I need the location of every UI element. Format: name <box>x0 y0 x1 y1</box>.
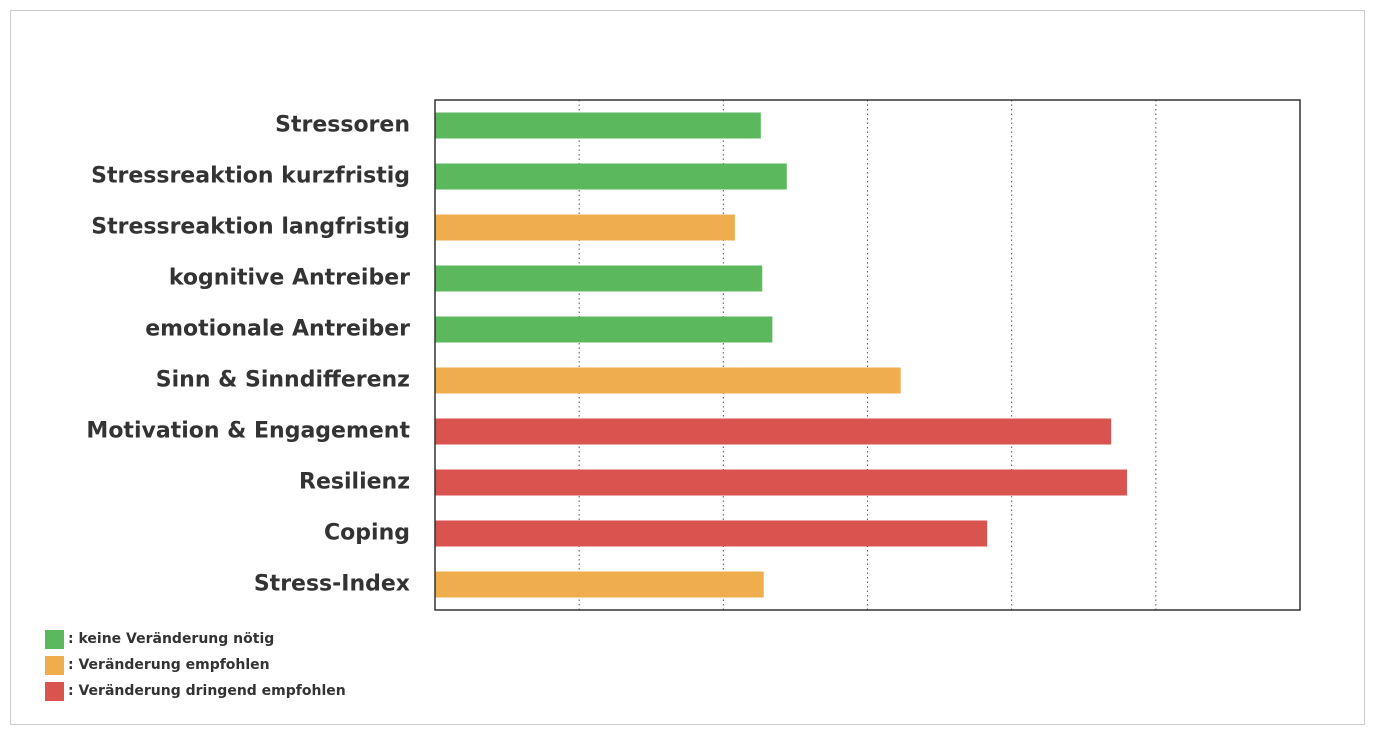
legend-swatch <box>45 682 64 701</box>
legend-swatch <box>45 656 64 675</box>
legend-label: : keine Veränderung nötig <box>68 631 274 647</box>
bar <box>435 316 773 343</box>
y-tick-label: Coping <box>324 521 410 546</box>
bar <box>435 571 764 598</box>
bar <box>435 214 735 241</box>
legend-label: : Veränderung empfohlen <box>68 657 270 673</box>
y-tick-label: Stressreaktion kurzfristig <box>91 164 410 189</box>
legend-label: : Veränderung dringend empfohlen <box>68 683 346 699</box>
y-tick-label: Stress-Index <box>254 572 410 597</box>
bar <box>435 520 988 547</box>
plot-frame <box>434 99 1301 611</box>
bar <box>435 469 1127 496</box>
bar <box>435 163 787 190</box>
y-tick-label: Resilienz <box>299 470 410 495</box>
y-tick-label: emotionale Antreiber <box>145 317 410 342</box>
y-tick-label: Stressoren <box>275 113 410 138</box>
y-tick-label: Stressreaktion langfristig <box>91 215 410 240</box>
y-tick-label: kognitive Antreiber <box>169 266 410 291</box>
bar <box>435 265 763 292</box>
legend-swatch <box>45 630 64 649</box>
bar <box>435 418 1112 445</box>
y-tick-label: Sinn & Sinndifferenz <box>156 368 410 393</box>
y-tick-label: Motivation & Engagement <box>86 419 410 444</box>
bar <box>435 112 761 139</box>
bar <box>435 367 901 394</box>
